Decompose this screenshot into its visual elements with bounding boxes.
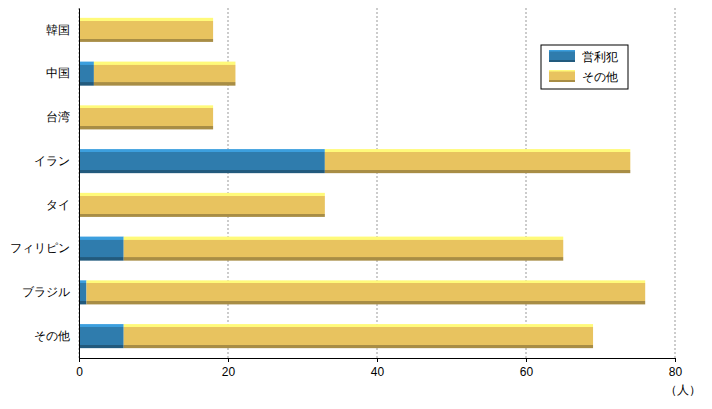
series-1 xyxy=(79,18,645,348)
grid xyxy=(79,8,675,358)
legend-swatch xyxy=(549,50,575,62)
bars xyxy=(79,18,645,348)
tick-mark xyxy=(377,358,378,362)
y-axis: 韓国中国台湾イランタイフィリピンブラジルその他 xyxy=(10,9,80,359)
bar xyxy=(94,62,236,86)
tick-mark xyxy=(526,358,527,362)
axis-label: （人） xyxy=(665,383,701,397)
tick-label: 0 xyxy=(76,365,83,379)
bar xyxy=(124,324,593,348)
chart: 020406080韓国中国台湾イランタイフィリピンブラジルその他営利犯その他（人… xyxy=(0,0,712,409)
tick-label: 80 xyxy=(669,365,683,379)
tick: 0 xyxy=(76,358,83,379)
tick-mark xyxy=(79,358,80,362)
grid-line xyxy=(377,8,378,358)
bar xyxy=(79,280,86,304)
series-0 xyxy=(79,62,325,349)
bar xyxy=(79,237,124,261)
bar xyxy=(124,237,564,261)
legend-label: 営利犯 xyxy=(582,50,618,64)
tick: 中国 xyxy=(46,66,79,80)
category-label: ブラジル xyxy=(22,285,70,299)
bar xyxy=(86,280,645,304)
bar xyxy=(79,62,94,86)
grid-line xyxy=(675,8,676,358)
legend-entry: 営利犯 xyxy=(549,50,618,64)
tick: 韓国 xyxy=(46,23,79,37)
tick: タイ xyxy=(46,198,79,212)
tick: 80 xyxy=(669,358,683,379)
bar xyxy=(79,18,213,42)
grid-line xyxy=(79,8,80,358)
bar xyxy=(79,105,213,129)
tick: その他 xyxy=(34,329,79,343)
grid-line xyxy=(526,8,527,358)
category-label: イラン xyxy=(34,154,70,168)
tick: 60 xyxy=(520,358,534,379)
category-label: フィリピン xyxy=(10,241,70,255)
tick: 台湾 xyxy=(46,110,79,124)
legend-label: その他 xyxy=(582,70,618,84)
category-label: 台湾 xyxy=(46,110,70,124)
bar xyxy=(325,149,630,173)
tick-mark xyxy=(228,358,229,362)
tick: 20 xyxy=(222,358,236,379)
tick: 40 xyxy=(371,358,385,379)
legend: 営利犯その他 xyxy=(541,45,628,89)
tick-label: 40 xyxy=(371,365,385,379)
legend-entry: その他 xyxy=(549,70,618,84)
bar xyxy=(79,193,325,217)
bar xyxy=(79,324,124,348)
category-label: 中国 xyxy=(46,66,70,80)
x-axis-line xyxy=(80,359,676,363)
tick: イラン xyxy=(34,154,79,168)
plot: 020406080韓国中国台湾イランタイフィリピンブラジルその他営利犯その他 xyxy=(10,8,682,379)
y-axis-line xyxy=(79,9,80,359)
bar xyxy=(79,149,325,173)
legend-swatch xyxy=(549,70,575,82)
tick: フィリピン xyxy=(10,241,79,255)
category-label: タイ xyxy=(46,198,70,212)
legend-box xyxy=(541,45,628,89)
category-label: 韓国 xyxy=(46,23,70,37)
tick-label: 20 xyxy=(222,365,236,379)
x-axis: 0 20 40 60 80 xyxy=(76,358,682,379)
category-label: その他 xyxy=(34,329,70,343)
tick-mark xyxy=(675,358,676,362)
tick: ブラジル xyxy=(22,285,79,299)
grid-line xyxy=(228,8,229,358)
tick-label: 60 xyxy=(520,365,534,379)
